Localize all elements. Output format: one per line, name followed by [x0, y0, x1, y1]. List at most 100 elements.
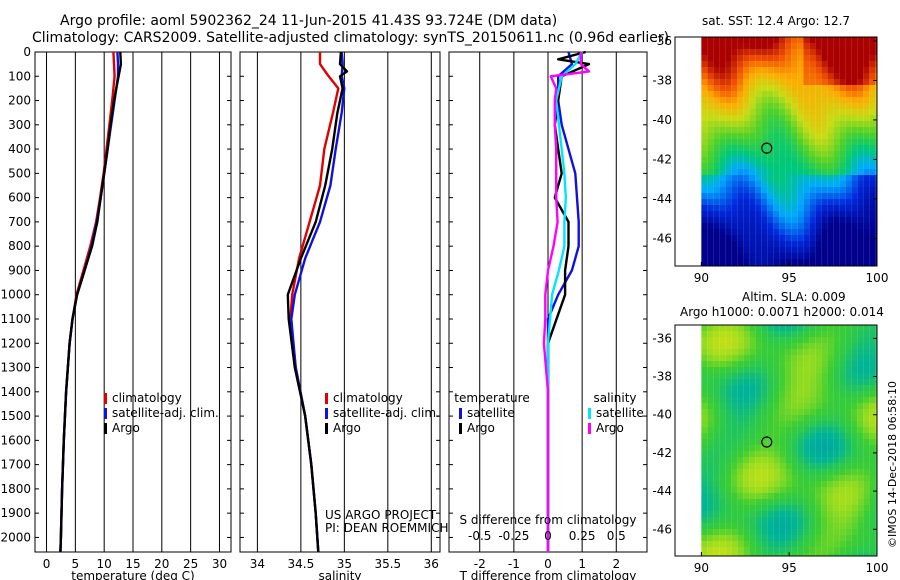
sla-map-cell: [791, 373, 798, 379]
sla-map-cell: [761, 403, 768, 409]
sst-map-cell: [701, 211, 708, 217]
sla-map-cell: [815, 481, 822, 487]
sst-map-cell: [857, 199, 864, 205]
sla-map-cell: [773, 385, 780, 391]
sla-map-cell: [779, 517, 786, 523]
sst-map-cell: [779, 247, 786, 253]
sla-map-cell: [725, 469, 732, 475]
sla-map-cell: [791, 367, 798, 373]
sst-map-cell: [701, 259, 708, 265]
sst-map-cell: [755, 85, 762, 91]
sla-map-cell: [701, 361, 708, 367]
sst-map-cell: [833, 109, 840, 115]
sla-map-cell: [827, 433, 834, 439]
sla-map-cell: [857, 379, 864, 385]
sst-map-cell: [713, 247, 720, 253]
sst-map-cell: [731, 211, 738, 217]
sst-map-cell: [815, 91, 822, 97]
sla-map-cell: [767, 403, 774, 409]
sst-map-cell: [791, 157, 798, 163]
sst-map-cell: [743, 91, 750, 97]
sst-map-cell: [785, 157, 792, 163]
sla-map-cell: [845, 325, 852, 331]
sst-map-cell: [833, 133, 840, 139]
sla-map-cell: [731, 475, 738, 481]
sst-map-cell: [797, 61, 804, 67]
sla-map-cell: [713, 505, 720, 511]
sst-map-cell: [815, 253, 822, 259]
sst-map-cell: [857, 115, 864, 121]
sst-map-cell: [707, 133, 714, 139]
temp-legend-swatch: [104, 393, 107, 404]
sst-map-cell: [761, 55, 768, 61]
sla-map-cell: [731, 391, 738, 397]
sla-map-cell: [749, 547, 756, 553]
sst-map-cell: [743, 235, 750, 241]
sla-map-cell: [749, 397, 756, 403]
sla-map-cell: [875, 409, 877, 415]
sla-map-cell: [779, 451, 786, 457]
sst-map-cell: [761, 181, 768, 187]
sst-map-cell: [767, 55, 774, 61]
sla-map-cell: [701, 349, 708, 355]
sla-map-cell: [863, 523, 870, 529]
sst-map-cell: [791, 103, 798, 109]
sst-map-cell: [851, 253, 858, 259]
sst-map-cell: [701, 97, 708, 103]
sla-map-cell: [743, 385, 750, 391]
sst-map-cell: [851, 97, 858, 103]
sla-map-cell: [737, 469, 744, 475]
sla-map-cell: [827, 325, 834, 331]
sla-map-cell: [779, 547, 786, 553]
sla-map-cell: [773, 439, 780, 445]
sst-map-cell: [707, 115, 714, 121]
sst-map-cell: [809, 115, 816, 121]
sst-map-cell: [755, 199, 762, 205]
sst-map-cell: [785, 133, 792, 139]
sst-map-cell: [857, 163, 864, 169]
sla-map-cell: [845, 415, 852, 421]
sst-map-cell: [875, 253, 877, 259]
sla-map-cell: [863, 505, 870, 511]
sla-map-cell: [767, 373, 774, 379]
sla-map-cell: [809, 403, 816, 409]
sst-map-cell: [773, 199, 780, 205]
sst-map-cell: [797, 181, 804, 187]
sla-map-cell: [827, 391, 834, 397]
sst-map-cell: [707, 187, 714, 193]
depth-tick-label: 1100: [0, 312, 31, 326]
sla-map-cell: [731, 469, 738, 475]
sla-map-cell: [833, 427, 840, 433]
sst-map-cell: [833, 61, 840, 67]
sla-map-cell: [755, 535, 762, 541]
sst-map-cell: [791, 91, 798, 97]
sla-map-cell: [791, 433, 798, 439]
sst-map-cell: [737, 253, 744, 259]
sst-map-cell: [701, 235, 708, 241]
sla-map-cell: [767, 457, 774, 463]
sla-map-cell: [863, 445, 870, 451]
sst-map-cell: [839, 151, 846, 157]
sla-map-cell: [863, 343, 870, 349]
sla-map-cell: [821, 493, 828, 499]
sst-map-cell: [761, 145, 768, 151]
sst-map-cell: [761, 49, 768, 55]
sla-map-cell: [779, 481, 786, 487]
sst-map-cell: [851, 199, 858, 205]
sst-map-cell: [737, 61, 744, 67]
sla-map-cell: [773, 421, 780, 427]
sla-map-cell: [827, 373, 834, 379]
sla-map-cell: [869, 337, 876, 343]
sla-map-cell: [791, 451, 798, 457]
sst-map-cell: [701, 43, 708, 49]
sla-map-cell: [851, 373, 858, 379]
sla-map-cell: [803, 517, 810, 523]
sst-map-cell: [845, 127, 852, 133]
sst-map-cell: [773, 91, 780, 97]
sst-map-cell: [833, 175, 840, 181]
sla-map-cell: [761, 433, 768, 439]
sla-map-cell: [737, 439, 744, 445]
sst-map-cell: [713, 187, 720, 193]
sst-map-cell: [719, 55, 726, 61]
sst-map-cell: [743, 85, 750, 91]
